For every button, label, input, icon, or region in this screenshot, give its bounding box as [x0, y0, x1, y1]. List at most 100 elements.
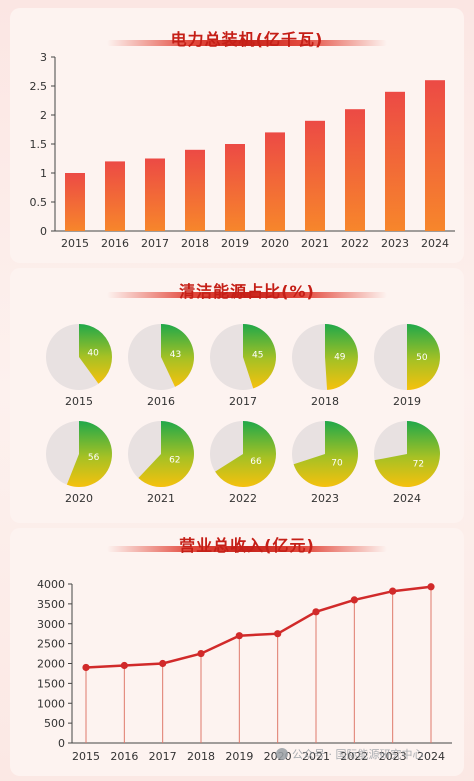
pie-slice — [407, 324, 440, 390]
y-tick-label: 1 — [40, 167, 47, 180]
capacity-chart-title: 电力总装机(亿千瓦) — [170, 30, 324, 49]
wechat-icon — [276, 748, 288, 760]
data-point — [427, 583, 435, 591]
y-tick-label: 2 — [40, 109, 47, 122]
capacity-bar-chart: 0 0.5 1 1.5 2 2.5 3 2015 2016 2017 2018 2019 2020 202… — [30, 51, 455, 250]
bar — [425, 80, 445, 231]
pie-value-label: 56 — [88, 453, 100, 463]
clean-chart-title: 清洁能源占比(%) — [179, 282, 315, 301]
pie-year-label: 2015 — [65, 395, 93, 408]
pie-year-label: 2020 — [65, 492, 93, 505]
pie-value-label: 45 — [252, 351, 263, 361]
y-tick-label: 2000 — [37, 658, 65, 671]
x-tick-label: 2022 — [340, 750, 368, 763]
data-point — [312, 608, 320, 616]
clean-energy-pie-charts: 40 2015 43 2016 45 2017 49 2018 50 2019 56 2020 62 20… — [46, 324, 440, 505]
data-point — [389, 587, 397, 595]
x-tick-label: 2019 — [225, 750, 253, 763]
capacity-section: 电力总装机(亿千瓦) 0 0.5 1 1.5 2 2.5 3 2015 2016 2017 2018… — [10, 8, 464, 263]
y-tick-label: 1.5 — [30, 138, 48, 151]
watermark: 公众号 · 国际能源研究中心 — [276, 746, 424, 762]
x-tick-label: 2019 — [221, 237, 249, 250]
data-point — [82, 663, 90, 672]
pie-slice — [161, 324, 195, 387]
pie-value-label: 40 — [87, 348, 99, 358]
bar — [385, 91, 405, 231]
data-point — [350, 596, 358, 604]
pie-slice — [293, 421, 359, 487]
pie-year-label: 2023 — [311, 492, 339, 505]
data-point — [235, 632, 243, 640]
pie-slice — [79, 324, 113, 384]
pie-year-label: 2021 — [147, 492, 175, 505]
pie-year-label: 2019 — [393, 395, 421, 408]
y-tick-label: 2.5 — [30, 80, 48, 93]
x-tick-label: 2021 — [301, 237, 329, 250]
bar — [345, 109, 365, 231]
bar — [305, 120, 325, 231]
x-tick-label: 2020 — [261, 237, 289, 250]
pie-value-label: 72 — [413, 460, 424, 470]
bar — [145, 158, 165, 231]
pie-value-label: 70 — [331, 459, 343, 469]
data-point — [197, 649, 205, 658]
y-tick-label: 4000 — [37, 578, 65, 591]
x-tick-label: 2015 — [72, 750, 100, 763]
pie-year-label: 2024 — [393, 492, 421, 505]
y-tick-label: 3 — [40, 51, 47, 64]
y-tick-label: 0.5 — [30, 196, 48, 209]
pie-slice — [215, 421, 277, 487]
pie-slice — [374, 421, 440, 487]
pie-value-label: 49 — [334, 353, 346, 363]
bar — [105, 161, 125, 231]
y-tick-label: 1500 — [37, 677, 65, 690]
y-tick-label: 0 — [40, 225, 47, 238]
bar — [265, 132, 285, 231]
x-tick-label: 2018 — [187, 750, 215, 763]
title-ribbon — [107, 292, 387, 298]
x-tick-label: 2024 — [421, 237, 449, 250]
data-point — [274, 630, 282, 638]
pie-slice — [66, 421, 113, 487]
capacity-title-bar: 电力总装机(亿千瓦) — [107, 26, 387, 52]
title-ribbon — [107, 40, 387, 46]
x-tick-label: 2016 — [101, 237, 129, 250]
watermark-text: 公众号 · 国际能源研究中心 — [292, 748, 424, 761]
x-tick-label: 2024 — [417, 750, 445, 763]
bar — [185, 149, 205, 231]
y-tick-label: 1000 — [37, 697, 65, 710]
pie-year-label: 2017 — [229, 395, 257, 408]
revenue-section: 营业总收入(亿元) 0 500 1000 1500 2000 2500 3000 3500 40… — [10, 528, 464, 776]
pie-value-label: 50 — [416, 353, 428, 363]
pie-value-label: 43 — [170, 350, 181, 360]
revenue-line-chart: 0 500 1000 1500 2000 2500 3000 3500 4000 2015 2016… — [37, 578, 452, 763]
x-tick-label: 2021 — [302, 750, 330, 763]
revenue-title-bar: 营业总收入(亿元) — [107, 532, 387, 558]
x-tick-label: 2022 — [341, 237, 369, 250]
x-tick-label: 2017 — [149, 750, 177, 763]
x-tick-label: 2018 — [181, 237, 209, 250]
x-tick-label: 2016 — [110, 750, 138, 763]
revenue-series-line — [85, 585, 432, 669]
pie-slice — [325, 324, 358, 390]
title-ribbon — [107, 546, 387, 552]
y-tick-label: 3500 — [37, 598, 65, 611]
data-point — [159, 659, 167, 668]
clean-energy-section: 清洁能源占比(%) 40 2015 43 2016 45 2017 49 2018 50 2019… — [10, 268, 464, 523]
revenue-chart-title: 营业总收入(亿元) — [179, 536, 315, 555]
x-tick-label: 2023 — [379, 750, 407, 763]
pie-value-label: 66 — [250, 457, 262, 467]
pie-slice — [243, 324, 276, 389]
x-tick-label: 2015 — [61, 237, 89, 250]
pie-year-label: 2022 — [229, 492, 257, 505]
x-tick-label: 2023 — [381, 237, 409, 250]
y-tick-label: 500 — [44, 717, 65, 730]
y-tick-label: 0 — [58, 737, 65, 750]
bar — [225, 144, 245, 231]
bar — [65, 173, 85, 231]
data-point — [120, 661, 128, 670]
pie-year-label: 2016 — [147, 395, 175, 408]
y-tick-label: 3000 — [37, 618, 65, 631]
pie-year-label: 2018 — [311, 395, 339, 408]
